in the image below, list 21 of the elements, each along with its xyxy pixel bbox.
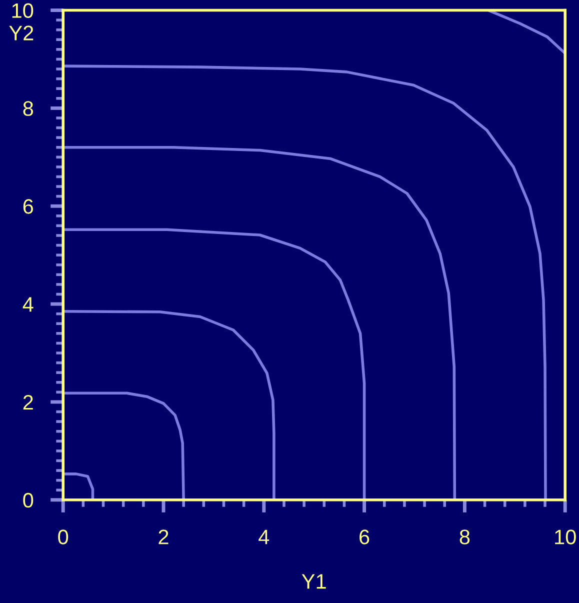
y-tick-label: 8: [23, 101, 34, 116]
line-series: [63, 392, 185, 500]
y-tick-label: 4: [22, 297, 34, 312]
y-axis-title: Y2: [9, 26, 34, 40]
x-tick-label: 0: [58, 530, 68, 544]
x-axis-title: Y1: [302, 574, 326, 589]
line-series: [63, 146, 456, 500]
x-tick-label: 6: [360, 530, 370, 544]
x-tick-label: 2: [158, 530, 168, 544]
line-series: [63, 472, 94, 500]
x-tick-label: 10: [555, 530, 576, 544]
y-tick-label: 2: [23, 394, 33, 410]
x-tick-label: 4: [258, 530, 270, 544]
y-tick-label: 6: [23, 199, 34, 214]
y-tick-label: 10: [12, 3, 34, 18]
line-series: [63, 64, 547, 500]
line-series: [486, 10, 566, 55]
line-series: [63, 310, 276, 500]
x-tick-label: 8: [460, 530, 470, 544]
y-tick-label: 0: [23, 492, 34, 508]
line-series: [63, 228, 366, 500]
